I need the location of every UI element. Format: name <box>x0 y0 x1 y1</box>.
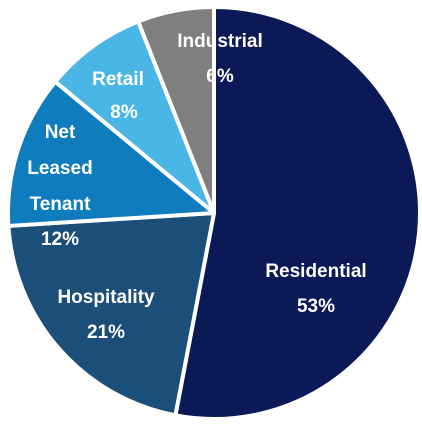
slice-value-label: 21% <box>86 322 126 343</box>
slice-label: Net Leased Tenant <box>27 122 93 215</box>
pie-slice <box>53 19 216 215</box>
pie-slice <box>6 211 216 418</box>
slice-label: Hospitality <box>57 287 155 308</box>
slice-label: Retail <box>92 69 144 90</box>
slice-label: Residential <box>265 261 367 282</box>
pie-slice <box>173 5 422 421</box>
slice-value-label: 8% <box>110 102 138 123</box>
pie-slice <box>6 79 216 228</box>
slice-value-label: 6% <box>206 66 234 87</box>
slice-value-label: 12% <box>40 229 80 250</box>
slice-label: Industrial <box>177 31 263 52</box>
pie-slice <box>136 5 216 215</box>
slice-value-label: 53% <box>296 296 336 317</box>
